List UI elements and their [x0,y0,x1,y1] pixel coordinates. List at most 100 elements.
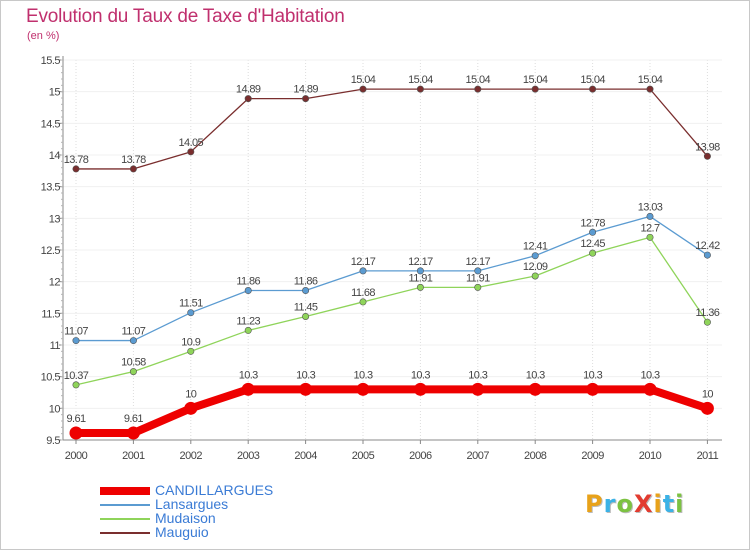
data-point [474,267,482,275]
data-label: 12.17 [351,256,376,268]
data-point [359,85,367,93]
data-label: 11.07 [122,326,146,338]
data-label: 15.04 [523,74,548,86]
series-line [76,385,709,438]
data-label: 14.89 [236,84,261,96]
legend-swatch [100,487,150,495]
x-tick-label: 2010 [639,450,662,462]
data-point [72,165,80,173]
data-point [184,401,198,415]
data-label: 11.07 [64,326,88,338]
data-point [241,382,255,396]
data-point [589,228,597,236]
legend-label: Mudaison [155,510,216,526]
data-label: 10.37 [64,370,89,382]
data-point [413,382,427,396]
data-point [244,95,252,103]
data-point [531,252,539,260]
x-tick-label: 2004 [294,450,317,462]
data-label: 10 [185,388,197,400]
logo-letter: o [616,490,634,518]
data-label: 13.78 [121,154,146,166]
data-point [416,85,424,93]
data-point [643,382,657,396]
data-label: 12.42 [695,240,720,252]
y-tick-label: 12 [49,277,61,289]
data-point [416,283,424,291]
data-label: 15.04 [408,74,433,86]
data-label: 9.61 [66,413,85,425]
data-label: 11.86 [236,276,260,288]
data-point [129,368,137,376]
y-tick-label: 10 [49,403,61,415]
data-label: 14.05 [179,137,204,149]
legend-item-mudaison: Mudaison [100,510,360,526]
data-label: 10.3 [239,369,258,381]
data-point [302,312,310,320]
data-point [700,401,714,415]
y-tick-label: 13 [49,213,61,225]
data-point [126,426,140,440]
data-label: 15.04 [580,74,605,86]
data-label: 12.17 [408,256,433,268]
data-label: 10.3 [526,369,545,381]
data-label: 12.09 [523,261,548,273]
data-point [129,337,137,345]
legend-swatch [100,518,150,520]
logo-letter: t [662,490,676,518]
data-point [187,347,195,355]
data-point [244,326,252,334]
legend-item-mauguio: Mauguio [100,524,360,540]
data-point [703,152,711,160]
proxiti-logo: ProXiti [585,490,684,518]
y-tick-label: 14 [49,150,61,162]
data-label: 10.3 [296,369,315,381]
data-point [531,272,539,280]
data-label: 10.3 [583,369,602,381]
data-point [474,283,482,291]
data-label: 10 [702,388,714,400]
data-label: 15.04 [351,74,376,86]
y-tick-label: 15 [49,87,61,99]
series-line [76,215,708,342]
y-tick-label: 13.5 [41,182,61,194]
data-label: 12.45 [580,238,605,250]
data-label: 11.36 [696,307,720,319]
data-label: 13.98 [695,141,720,153]
data-point [646,212,654,220]
legend-label: Mauguio [155,524,209,540]
data-label: 12.41 [523,241,548,253]
x-tick-label: 2003 [237,450,260,462]
data-point [703,318,711,326]
data-point [589,249,597,257]
legend-swatch [100,532,150,534]
legend-label: CANDILLARGUES [155,482,274,498]
y-tick-label: 12.5 [41,245,61,257]
y-tick-label: 9.5 [46,435,60,447]
y-tick-label: 11 [50,340,61,352]
logo-letter: i [675,490,685,518]
legend-item-candillargues: CANDILLARGUES [100,482,360,498]
data-label: 11.51 [179,298,203,310]
data-label: 13.78 [64,154,89,166]
data-label: 11.45 [294,302,318,314]
data-label: 13.03 [638,201,663,213]
data-label: 9.61 [124,413,143,425]
x-tick-label: 2005 [352,450,375,462]
data-point [528,382,542,396]
data-point [244,287,252,295]
data-point [187,309,195,317]
data-label: 10.3 [640,369,659,381]
data-label: 10.3 [353,369,372,381]
y-tick-label: 15.5 [41,55,61,67]
x-tick-label: 2001 [122,450,145,462]
data-point [299,382,313,396]
data-label: 11.91 [466,272,490,284]
data-point [302,95,310,103]
data-point [72,381,80,389]
data-point [129,165,137,173]
x-tick-label: 2007 [467,450,490,462]
data-label: 15.04 [638,74,663,86]
data-point [72,337,80,345]
